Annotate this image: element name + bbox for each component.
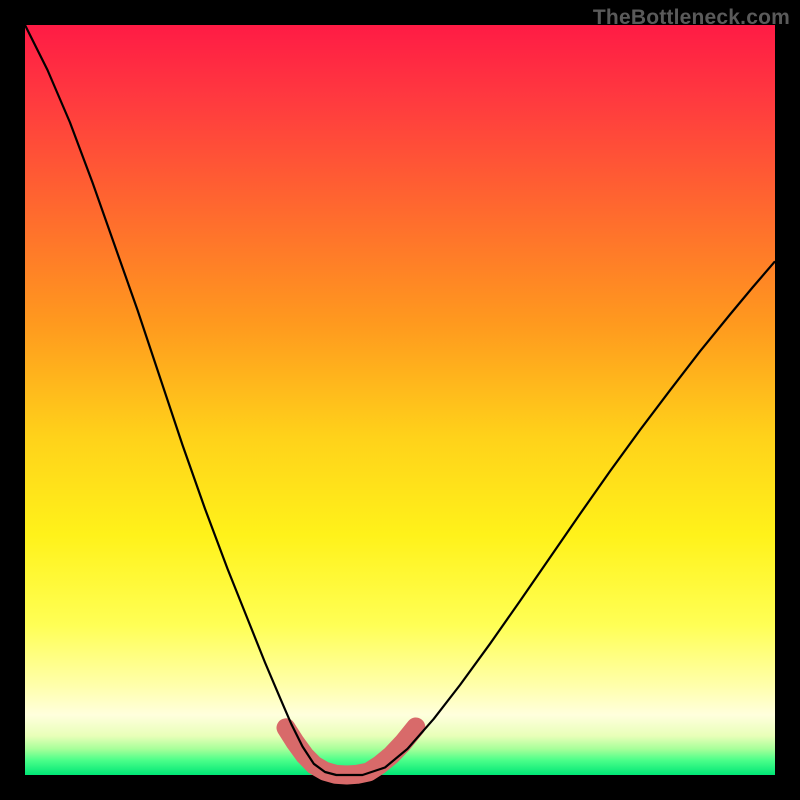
watermark-text: TheBottleneck.com bbox=[593, 6, 790, 30]
chart-frame: TheBottleneck.com bbox=[0, 0, 800, 800]
chart-svg bbox=[0, 0, 800, 800]
